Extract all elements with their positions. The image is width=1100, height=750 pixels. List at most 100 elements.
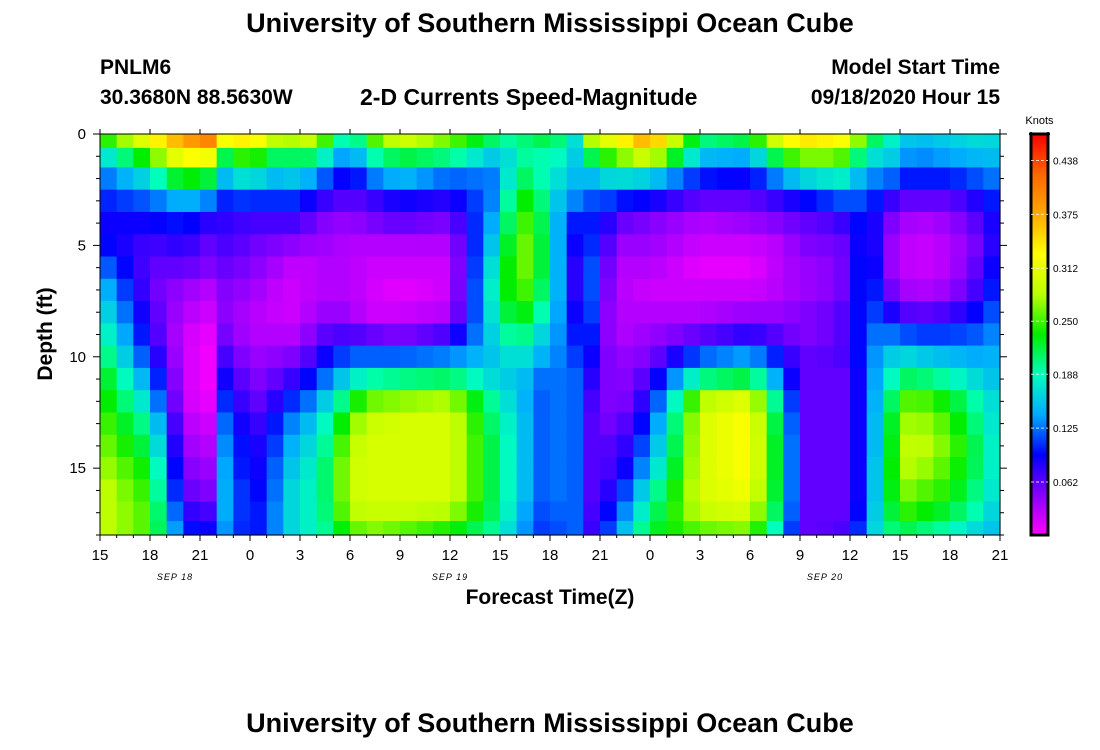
heatmap-cell bbox=[183, 134, 201, 149]
heatmap-cell bbox=[466, 457, 484, 480]
heatmap-cell bbox=[300, 434, 318, 458]
heatmap-cell bbox=[300, 367, 318, 391]
heatmap-cell bbox=[266, 390, 284, 414]
heatmap-cell bbox=[966, 412, 984, 436]
heatmap-cell bbox=[416, 457, 434, 480]
heatmap-cell bbox=[250, 479, 268, 503]
heatmap-cell bbox=[283, 521, 301, 536]
heatmap-cell bbox=[200, 147, 218, 169]
colorbar-scale bbox=[1029, 132, 1050, 537]
heatmap-cell bbox=[483, 521, 501, 536]
heatmap-cell bbox=[383, 479, 401, 503]
heatmap-cell bbox=[733, 479, 751, 503]
heatmap-cell bbox=[966, 278, 984, 302]
heatmap-cell bbox=[516, 390, 534, 414]
heatmap-cell bbox=[266, 234, 284, 258]
heatmap-cell bbox=[500, 234, 518, 258]
heatmap-cell bbox=[416, 412, 434, 436]
heatmap-cell bbox=[866, 278, 884, 302]
heatmap-cell bbox=[850, 211, 868, 235]
heatmap-cell bbox=[183, 147, 201, 169]
heatmap-cell bbox=[866, 134, 884, 149]
heatmap-cell bbox=[383, 412, 401, 436]
heatmap-cell bbox=[916, 147, 934, 169]
heatmap-cell bbox=[416, 479, 434, 503]
heatmap-cell bbox=[316, 301, 334, 324]
heatmap-cell bbox=[316, 256, 334, 280]
heatmap-cell bbox=[150, 412, 168, 436]
heatmap-cell bbox=[950, 301, 968, 324]
heatmap-cell bbox=[533, 256, 551, 280]
heatmap-cell bbox=[566, 521, 584, 536]
heatmap-cell bbox=[516, 434, 534, 458]
heatmap-cell bbox=[816, 256, 834, 280]
heatmap-cell bbox=[266, 457, 284, 480]
heatmap-cell bbox=[366, 323, 384, 347]
heatmap-cell bbox=[150, 167, 168, 191]
heatmap-cell bbox=[350, 457, 368, 480]
heatmap-cell bbox=[650, 256, 668, 280]
heatmap-cell bbox=[166, 189, 184, 213]
heatmap-cell bbox=[866, 256, 884, 280]
heatmap-cell bbox=[916, 189, 934, 213]
heatmap-cell bbox=[166, 323, 184, 347]
heatmap-cell bbox=[450, 147, 468, 169]
heatmap-cell bbox=[983, 147, 1001, 169]
heatmap-cell bbox=[800, 256, 818, 280]
heatmap-cell bbox=[650, 147, 668, 169]
heatmap-cell bbox=[683, 134, 701, 149]
heatmap-cell bbox=[466, 256, 484, 280]
heatmap-cell bbox=[700, 301, 718, 324]
heatmap-cell bbox=[983, 134, 1001, 149]
heatmap-cell bbox=[666, 167, 684, 191]
heatmap-cell bbox=[600, 457, 618, 480]
heatmap-cell bbox=[783, 390, 801, 414]
heatmap-cell bbox=[116, 367, 134, 391]
heatmap-cell bbox=[783, 234, 801, 258]
heatmap-cell bbox=[950, 521, 968, 536]
heatmap-cell bbox=[700, 479, 718, 503]
heatmap-cell bbox=[533, 521, 551, 536]
heatmap-cell bbox=[550, 134, 568, 149]
colorbar-tick-label: 0.250 bbox=[1053, 317, 1078, 328]
heatmap-cell bbox=[733, 345, 751, 369]
heatmap-cell bbox=[583, 434, 601, 458]
x-tick-label: 21 bbox=[992, 547, 1009, 564]
heatmap-cell bbox=[316, 345, 334, 369]
heatmap-cell bbox=[616, 256, 634, 280]
heatmap-cell bbox=[850, 434, 868, 458]
heatmap-cell bbox=[600, 256, 618, 280]
heatmap-cell bbox=[650, 345, 668, 369]
heatmap-cell bbox=[800, 167, 818, 191]
heatmap-cell bbox=[633, 211, 651, 235]
heatmap-cell bbox=[233, 167, 251, 191]
heatmap-cell bbox=[333, 390, 351, 414]
heatmap-cell bbox=[566, 367, 584, 391]
heatmap-cell bbox=[583, 278, 601, 302]
heatmap-cell bbox=[433, 390, 451, 414]
heatmap-cell bbox=[766, 147, 784, 169]
heatmap-cell bbox=[983, 501, 1001, 522]
heatmap-cell bbox=[116, 521, 134, 536]
heatmap-cell bbox=[916, 234, 934, 258]
heatmap-cell bbox=[716, 345, 734, 369]
heatmap-cell bbox=[433, 134, 451, 149]
heatmap-cell bbox=[600, 211, 618, 235]
heatmap-cell bbox=[300, 256, 318, 280]
heatmap-cell bbox=[150, 501, 168, 522]
heatmap-cell bbox=[700, 521, 718, 536]
heatmap-cell bbox=[700, 345, 718, 369]
heatmap-cell bbox=[333, 211, 351, 235]
heatmap-cell bbox=[700, 457, 718, 480]
heatmap-cell bbox=[433, 412, 451, 436]
heatmap-cell bbox=[316, 211, 334, 235]
heatmap-cell bbox=[400, 167, 418, 191]
heatmap-cell bbox=[166, 134, 184, 149]
heatmap-cell bbox=[283, 323, 301, 347]
heatmap-cell bbox=[266, 147, 284, 169]
heatmap-cell bbox=[633, 367, 651, 391]
heatmap-cell bbox=[950, 367, 968, 391]
heatmap-cell bbox=[700, 434, 718, 458]
x-tick-label: 3 bbox=[696, 547, 704, 564]
heatmap-cell bbox=[716, 211, 734, 235]
